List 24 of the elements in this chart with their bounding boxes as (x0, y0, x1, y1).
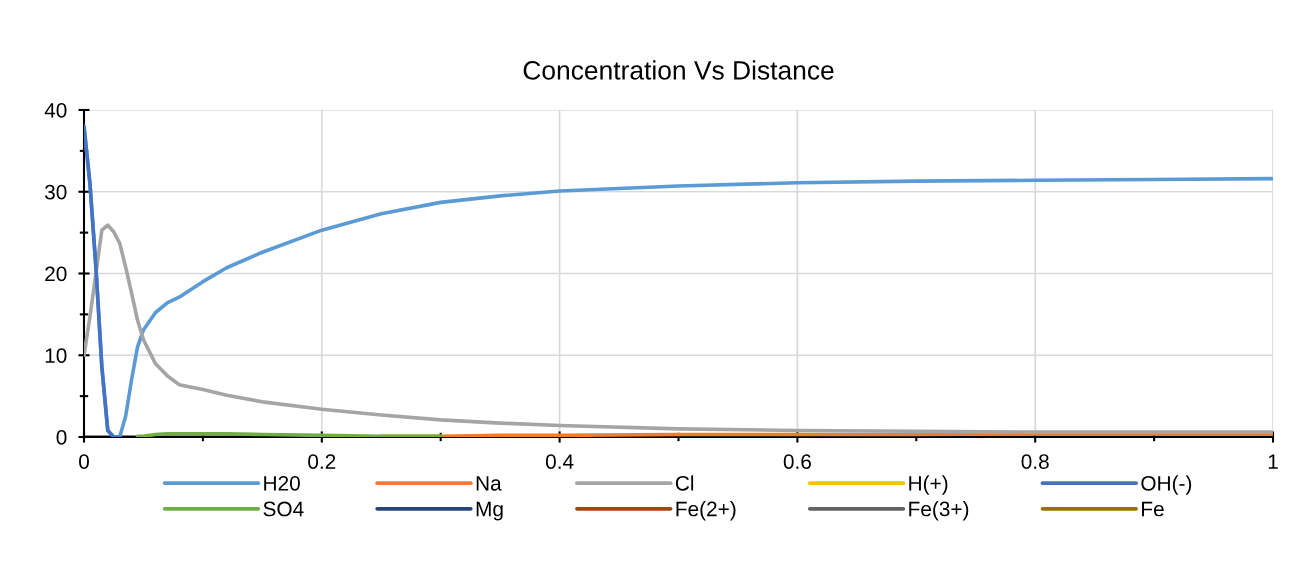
x-tick-label: 0 (79, 454, 89, 469)
legend-label: OH(-) (1141, 475, 1192, 495)
y-tick-label: 10 (45, 348, 67, 363)
x-tick-label: 1 (1268, 454, 1278, 469)
legend-label: Cl (675, 475, 694, 491)
chart-title: Concentration Vs Distance (523, 60, 834, 80)
x-tick-label: 0.4 (545, 454, 574, 469)
line-series (84, 223, 1273, 434)
legend-label: Fe(2+) (676, 501, 736, 521)
y-tick-label: 20 (45, 266, 67, 282)
legend-label: SO4 (263, 501, 304, 517)
legend-label: H(+) (909, 475, 948, 495)
legend-label: Na (476, 476, 502, 491)
x-tick-label: 0.8 (1021, 454, 1049, 469)
line-series (84, 124, 122, 437)
x-tick-label: 0.2 (308, 454, 336, 469)
y-tick-label: 0 (56, 430, 67, 445)
y-tick-label: 40 (44, 103, 67, 118)
y-tick-label: 30 (44, 184, 67, 200)
x-tick-label: 0.6 (783, 454, 811, 469)
legend-label: H20 (264, 475, 300, 491)
legend-label: Mg (476, 501, 503, 521)
legend-label: Fe (1142, 501, 1164, 517)
legend-label: Fe(3+) (909, 501, 969, 521)
